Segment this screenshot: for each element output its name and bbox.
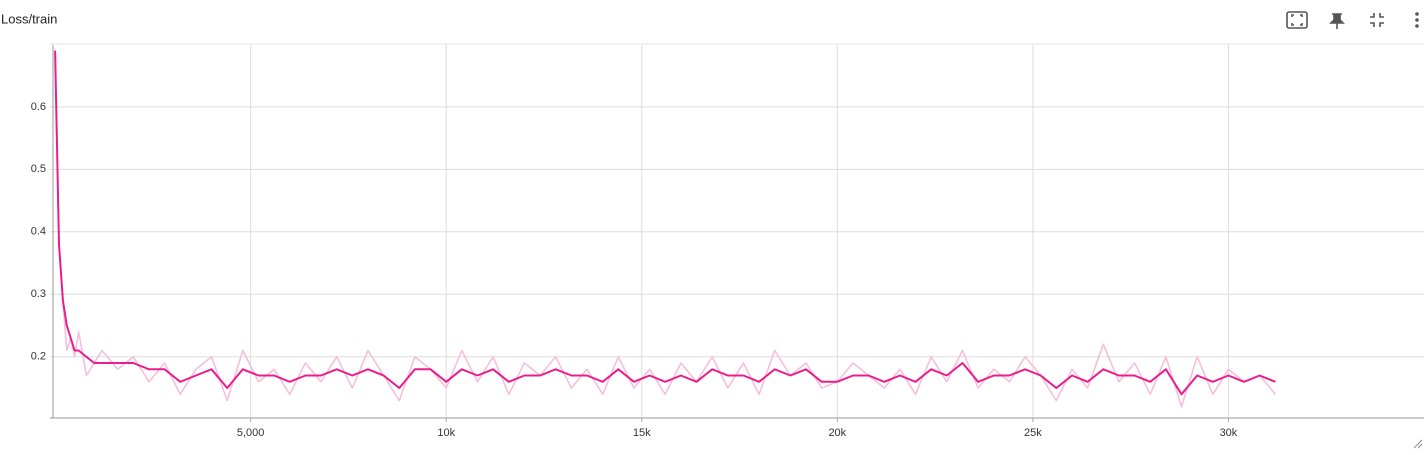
collapse-button[interactable]	[1370, 13, 1384, 27]
fit-domain-button[interactable]	[1286, 11, 1308, 29]
toolbar	[1286, 11, 1419, 29]
y-tick-label: 0.5	[31, 163, 46, 175]
x-tick-label: 25k	[1024, 427, 1042, 439]
x-tick-label: 15k	[633, 427, 651, 439]
x-tick-label: 30k	[1220, 427, 1238, 439]
x-tick-label: 5,000	[237, 427, 265, 439]
chart-title: Loss/train	[1, 11, 57, 26]
x-tick-label: 10k	[437, 427, 455, 439]
y-tick-label: 0.3	[31, 288, 46, 300]
more-button[interactable]	[1415, 12, 1419, 28]
y-tick-label: 0.2	[31, 351, 46, 363]
y-tick-label: 0.4	[31, 226, 46, 238]
y-tick-label: 0.6	[31, 101, 46, 113]
pin-button[interactable]	[1329, 13, 1345, 29]
series-line	[54, 50, 1277, 408]
x-tick-label: 20k	[828, 427, 846, 439]
resize-handle	[1413, 439, 1423, 449]
series-line	[54, 50, 1276, 396]
